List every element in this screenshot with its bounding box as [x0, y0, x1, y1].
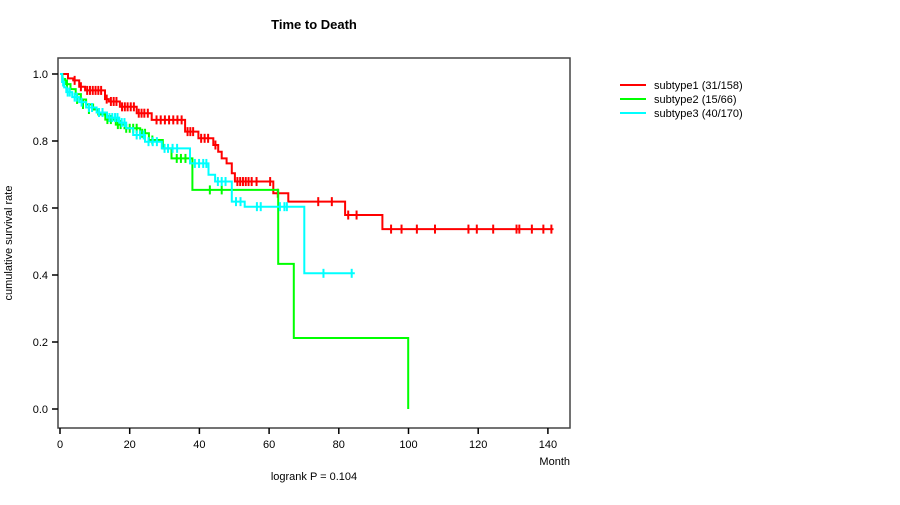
x-axis-label: Month: [539, 456, 570, 468]
x-tick-label: 0: [57, 439, 63, 451]
plot-box: [57, 57, 571, 429]
y-tick-label: 0.6: [33, 203, 48, 215]
x-tick-label: 120: [469, 439, 487, 451]
y-tick-label: 0.0: [33, 404, 48, 416]
logrank-annotation: logrank P = 0.104: [271, 471, 357, 483]
y-tick-label: 0.2: [33, 337, 48, 349]
chart-title: Time to Death: [271, 17, 357, 32]
survival-curves: [60, 73, 554, 409]
x-tick-label: 40: [193, 439, 205, 451]
x-tick-label: 140: [539, 439, 557, 451]
x-tick-label: 60: [263, 439, 275, 451]
survival-curve: [60, 73, 355, 275]
y-tick-label: 0.8: [33, 136, 48, 148]
y-tick-label: 1.0: [33, 69, 48, 81]
survival-curve: [60, 73, 410, 409]
x-tick-label: 80: [333, 439, 345, 451]
x-tick-label: 20: [124, 439, 136, 451]
y-axis-label: cumulative survival rate: [3, 186, 15, 301]
survival-curve: [60, 73, 554, 231]
plot-frame: 0 20 40 60 80 100 120 140 0.0 0.2 0.4 0.6 0.8 1.0: [33, 57, 571, 451]
legend-label: subtype2 (15/66): [654, 94, 737, 106]
y-tick-label: 0.4: [33, 270, 48, 282]
x-tick-label: 100: [399, 439, 417, 451]
legend-label: subtype3 (40/170): [654, 108, 743, 120]
legend-label: subtype1 (31/158): [654, 80, 743, 92]
chart-legend: subtype1 (31/158) subtype2 (15/66) subtype…: [620, 80, 743, 120]
